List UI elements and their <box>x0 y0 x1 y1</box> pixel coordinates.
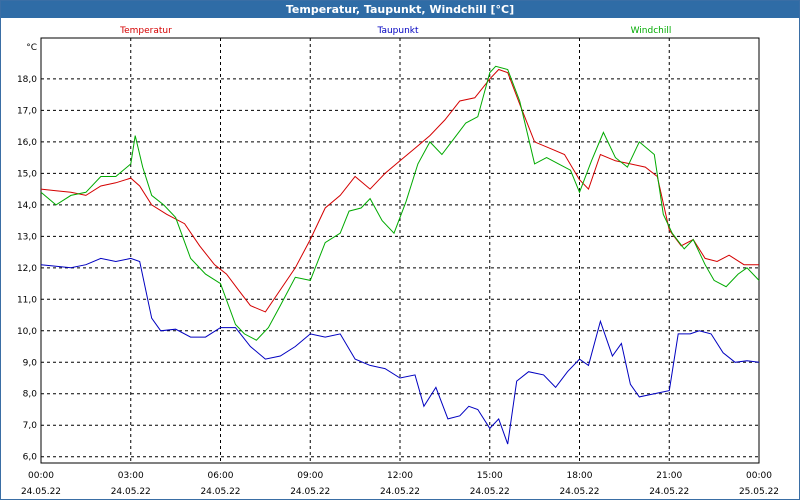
x-tick-date: 24.05.22 <box>649 487 689 497</box>
grid <box>41 38 759 463</box>
x-tick-date: 24.05.22 <box>111 487 151 497</box>
y-tick-label: 12,0 <box>17 264 37 274</box>
x-tick-time: 03:00 <box>118 471 144 481</box>
x-tick-time: 09:00 <box>297 471 323 481</box>
x-tick-time: 12:00 <box>387 471 413 481</box>
series-group <box>40 65 760 445</box>
y-tick-label: 15,0 <box>17 169 37 179</box>
y-tick-label: 16,0 <box>17 138 37 148</box>
axes: 6,0 7,0 8,0 9,0 10,0 11,0 12,0 13,0 14,0 15,0 16,0… <box>17 37 779 497</box>
y-axis-label: °C <box>26 43 37 53</box>
line-chart: 6,0 7,0 8,0 9,0 10,0 11,0 12,0 13,0 14,0 15,0 16,0… <box>17 26 779 497</box>
x-tick-date: 25.05.22 <box>739 487 779 497</box>
legend-windchill: Windchill <box>631 26 672 36</box>
plot-border <box>40 37 760 464</box>
y-tick-label: 14,0 <box>17 201 37 211</box>
x-tick-time: 06:00 <box>208 471 234 481</box>
x-tick-time: 15:00 <box>477 471 503 481</box>
x-tick-time: 21:00 <box>656 471 682 481</box>
legend-taupunkt: Taupunkt <box>376 26 419 36</box>
x-tick-time: 00:00 <box>746 471 772 481</box>
x-tick-date: 24.05.22 <box>470 487 510 497</box>
x-tick-date: 24.05.22 <box>380 487 420 497</box>
series-line-windchill <box>40 65 760 341</box>
y-tick-label: 18,0 <box>17 75 37 85</box>
x-tick-time: 18:00 <box>567 471 593 481</box>
x-tick-date: 24.05.22 <box>559 487 599 497</box>
y-tick-label: 8,0 <box>23 390 38 400</box>
legend: Temperatur Taupunkt Windchill <box>119 26 671 36</box>
y-tick-label: 13,0 <box>17 232 37 242</box>
y-tick-label: 10,0 <box>17 327 37 337</box>
x-tick-time: 00:00 <box>28 471 54 481</box>
x-tick-date: 24.05.22 <box>21 487 61 497</box>
x-tick-date: 24.05.22 <box>200 487 240 497</box>
legend-temperatur: Temperatur <box>119 26 172 36</box>
y-tick-label: 11,0 <box>17 295 37 305</box>
y-tick-label: 6,0 <box>23 453 38 463</box>
series-line-taupunkt <box>40 257 760 445</box>
series-line-temperatur <box>40 68 759 313</box>
y-tick-label: 7,0 <box>23 421 38 431</box>
window-title: Temperatur, Taupunkt, Windchill [°C] <box>1 1 799 18</box>
x-tick-date: 24.05.22 <box>290 487 330 497</box>
y-tick-label: 17,0 <box>17 106 37 116</box>
y-tick-label: 9,0 <box>23 358 38 368</box>
